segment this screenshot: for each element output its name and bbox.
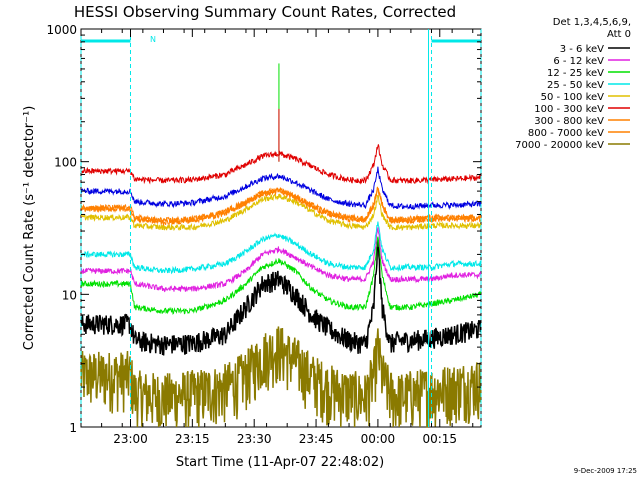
- series-line: [80, 144, 482, 185]
- legend-label: 300 - 800 keV: [534, 116, 604, 127]
- series-line: [80, 227, 482, 293]
- x-tick-label: 00:15: [422, 432, 457, 446]
- x-tick-label: 23:15: [175, 432, 210, 446]
- legend-label: 50 - 100 keV: [541, 92, 605, 103]
- overlay-layer: [80, 29, 482, 427]
- series-12-25-keV: [80, 235, 482, 315]
- legend-title-line1: Det 1,3,4,5,6,9,: [553, 17, 631, 28]
- footer-date: 9-Dec-2009 17:25: [574, 467, 637, 475]
- chart-title: HESSI Observing Summary Count Rates, Cor…: [74, 3, 456, 21]
- x-tick-label: 23:00: [113, 432, 148, 446]
- legend-label: 7000 - 20000 keV: [515, 140, 604, 151]
- series-25-50-keV: [80, 220, 482, 275]
- series-line: [80, 326, 482, 428]
- series-line: [80, 193, 482, 232]
- series-300-800-keV: [80, 186, 482, 224]
- series-line: [80, 236, 482, 315]
- legend-title-line2: Att 0: [607, 29, 631, 40]
- series-line: [80, 186, 481, 227]
- legend-label: 6 - 12 keV: [553, 56, 604, 67]
- x-tick-label: 23:30: [237, 432, 272, 446]
- x-tick-label: 23:45: [299, 432, 334, 446]
- series-50-100-keV: [80, 193, 482, 232]
- legend-label: 100 - 300 keV: [534, 104, 604, 115]
- series-line: [80, 221, 482, 275]
- legend-label: 25 - 50 keV: [547, 80, 604, 91]
- y-tick-label: 1: [69, 421, 77, 435]
- series-line: [80, 239, 482, 356]
- legend-label: 3 - 6 keV: [560, 44, 604, 55]
- axis-layer: 1 10 100 1000 23:00 23:15 23:30 23:45 00:00 00:15: [46, 23, 481, 446]
- series-layer: [80, 144, 482, 428]
- y-tick-label: 1000: [46, 23, 77, 37]
- x-tick-label: 00:00: [361, 432, 396, 446]
- series-line: [80, 166, 482, 211]
- legend-label: 12 - 25 keV: [547, 68, 604, 79]
- night-marker: N: [150, 35, 156, 44]
- y-axis-label: Corrected Count Rate (s⁻¹ detector⁻¹): [22, 106, 37, 351]
- y-tick-label: 10: [62, 288, 77, 302]
- series-line: [80, 186, 482, 224]
- x-axis-label: Start Time (11-Apr-07 22:48:02): [176, 455, 384, 470]
- legend-label: 800 - 7000 keV: [528, 128, 604, 139]
- series-extra: [80, 166, 482, 211]
- y-tick-label: 100: [54, 156, 77, 170]
